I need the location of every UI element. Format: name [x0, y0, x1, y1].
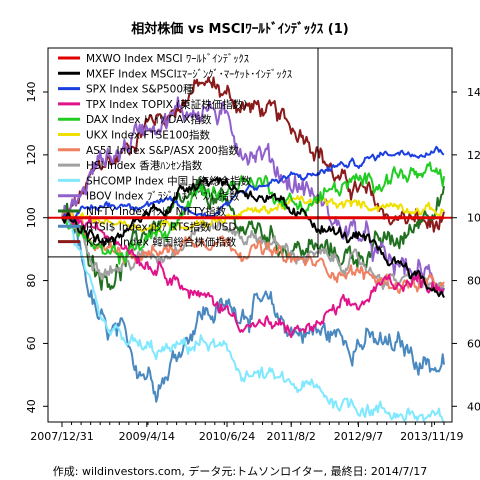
chart-title: 相対株価 vs MSCIﾜｰﾙﾄﾞｲﾝﾃﾞｯｸｽ (1) — [131, 21, 348, 37]
legend-label-12: KOSPI Index 韓国総合株価指数 — [86, 236, 237, 249]
axes: 40 40 60 60 80 80 100 100 120 120 140 140 2007/12/31… — [25, 47, 480, 443]
series-line-8 — [61, 214, 445, 422]
series-lines — [48, 76, 452, 422]
x-tick-label-1: 2009/4/14 — [119, 430, 175, 443]
y-tick-label-right-1: 60 — [467, 337, 480, 350]
series-line-2 — [61, 145, 445, 222]
x-tick-label-2: 2010/6/24 — [199, 430, 255, 443]
series-line-1 — [61, 176, 445, 299]
series-line-10 — [61, 176, 445, 291]
y-tick-label-left-0: 40 — [25, 399, 38, 413]
series-line-3 — [61, 208, 445, 339]
legend-label-7: HSI Index 香港ﾊﾝｾﾝ指数 — [86, 159, 203, 172]
legend-label-11: RTSI$ Index ﾛｼｱ RTS指数 USD — [86, 220, 236, 233]
legend: MXWO Index MSCI ﾜｰﾙﾄﾞｲﾝﾃﾞｯｸｽ MXEF Index M… — [47, 47, 319, 258]
y-tick-label-left-5: 140 — [25, 82, 38, 103]
y-tick-label-left-1: 60 — [25, 336, 38, 350]
legend-label-10: NIFTY Index ｲﾝﾄﾞ NIFTY指数 — [86, 205, 227, 218]
x-tick-label-3: 2011/8/2 — [266, 430, 315, 443]
y-tick-label-right-4: 120 — [467, 149, 480, 162]
y-tick-label-right-3: 100 — [467, 212, 480, 225]
y-tick-label-left-4: 120 — [25, 144, 38, 165]
y-tick-label-right-2: 80 — [467, 275, 480, 288]
legend-label-6: AS51 Index S&P/ASX 200指数 — [86, 144, 239, 157]
x-tick-label-5: 2013/11/19 — [400, 430, 463, 443]
series-line-11 — [61, 206, 445, 403]
y-tick-label-left-3: 100 — [25, 207, 38, 228]
y-tick-label-right-0: 40 — [467, 400, 480, 413]
legend-label-2: SPX Index S&P500種 — [86, 83, 194, 96]
series-line-5 — [61, 195, 445, 233]
legend-label-0: MXWO Index MSCI ﾜｰﾙﾄﾞｲﾝﾃﾞｯｸｽ — [86, 53, 249, 65]
series-line-9 — [61, 96, 445, 296]
legend-label-1: MXEF Index MSCIｴﾏｰｼﾞﾝｸﾞ･ﾏｰｹｯﾄ･ｲﾝﾃﾞｯｸｽ — [86, 68, 292, 80]
legend-label-9: IBOV Index ﾌﾞﾗｼﾞﾙ ﾎﾞﾍﾞｽﾊﾟ指数 — [86, 190, 240, 203]
legend-box — [47, 47, 319, 258]
y-tick-label-left-2: 80 — [25, 274, 38, 288]
x-tick-label-0: 2007/12/31 — [30, 430, 93, 443]
plot-area — [48, 76, 452, 422]
legend-label-3: TPX Index TOPIX (東証株価指数) — [85, 98, 247, 111]
legend-label-8: SHCOMP Index 中国上海総合指数 — [86, 174, 252, 187]
legend-label-4: DAX Index ﾄﾞｲﾂ DAX指数 — [86, 113, 212, 126]
x-tick-label-4: 2012/9/7 — [334, 430, 383, 443]
legend-label-5: UKX Index FTSE100指数 — [86, 129, 210, 142]
y-tick-label-right-5: 140 — [467, 86, 480, 99]
series-line-4 — [61, 161, 445, 265]
chart-footer: 作成: wildinvestors.com, データ元:トムソンロイター, 最終… — [53, 464, 427, 478]
